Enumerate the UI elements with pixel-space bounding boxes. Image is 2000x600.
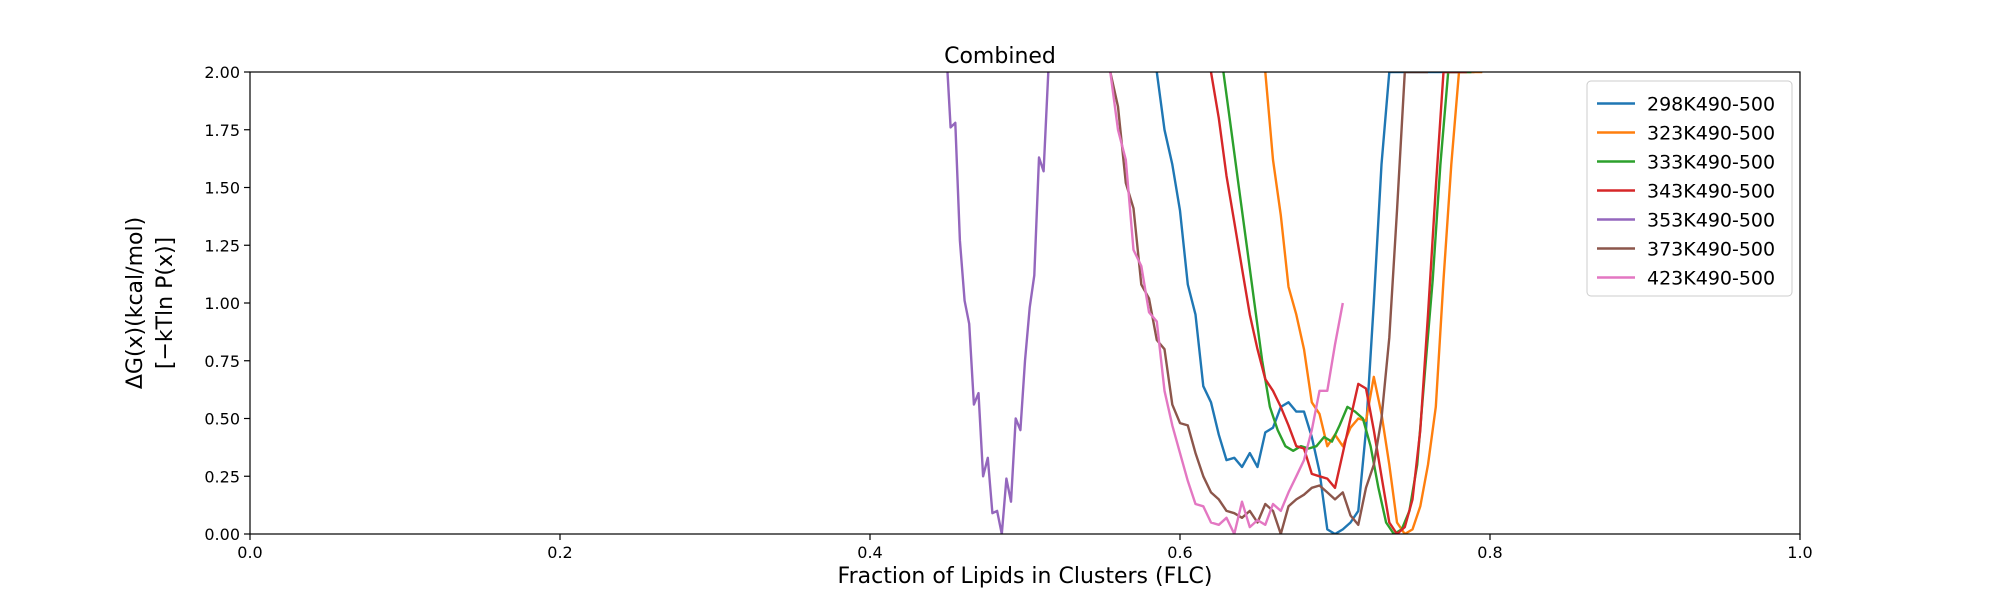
legend-box	[1586, 80, 1793, 297]
y-tick-label: 2.00	[204, 63, 240, 82]
series-layer	[946, 72, 1483, 534]
x-axis-title: Fraction of Lipids in Clusters (FLC)	[838, 564, 1213, 589]
y-axis-title-line1: ΔG(x)(kcal/mol)	[123, 217, 148, 389]
y-axis: 0.00 0.25 0.50 0.75 1.00 1.25 1.50 1.75 2.00	[204, 63, 250, 544]
legend-label: 353K490-500	[1647, 210, 1775, 232]
legend-label: 343K490-500	[1647, 181, 1775, 203]
chart-title: Combined	[944, 44, 1056, 69]
x-axis: 0.0 0.2 0.4 0.6 0.8 1.0	[237, 534, 1813, 562]
y-tick-label: 0.00	[204, 525, 240, 544]
y-tick-label: 0.75	[204, 352, 240, 371]
x-tick-label: 1.0	[1787, 543, 1812, 562]
series-line-353K490-500	[946, 72, 1050, 534]
y-tick-label: 1.00	[204, 294, 240, 313]
y-tick-label: 1.50	[204, 179, 240, 198]
y-tick-label: 1.25	[204, 236, 240, 255]
plot-frame	[249, 71, 1801, 535]
y-axis-title: ΔG(x)(kcal/mol) [−kTln P(x)]	[123, 217, 178, 389]
series-line-373K490-500	[1109, 72, 1428, 534]
series-line-298K490-500	[1155, 72, 1475, 534]
series-line-423K490-500	[1109, 72, 1344, 534]
series-line-343K490-500	[1209, 72, 1467, 534]
x-tick-label: 0.6	[1167, 543, 1192, 562]
x-tick-label: 0.4	[857, 543, 882, 562]
legend: 298K490-500 323K490-500 333K490-500 343K490…	[1586, 80, 1793, 297]
series-line-323K490-500	[1264, 72, 1483, 534]
x-tick-label: 0.2	[547, 543, 572, 562]
y-tick-label: 1.75	[204, 121, 240, 140]
legend-label: 323K490-500	[1647, 123, 1775, 145]
legend-label: 333K490-500	[1647, 152, 1775, 174]
y-tick-label: 0.25	[204, 467, 240, 486]
legend-label: 373K490-500	[1647, 239, 1775, 261]
y-axis-title-line2: [−kTln P(x)]	[153, 237, 178, 369]
x-tick-label: 0.0	[237, 543, 262, 562]
x-tick-label: 0.8	[1477, 543, 1502, 562]
y-tick-label: 0.50	[204, 410, 240, 429]
series-line-333K490-500	[1222, 72, 1472, 534]
legend-label: 423K490-500	[1647, 268, 1775, 290]
legend-label: 298K490-500	[1647, 94, 1775, 116]
